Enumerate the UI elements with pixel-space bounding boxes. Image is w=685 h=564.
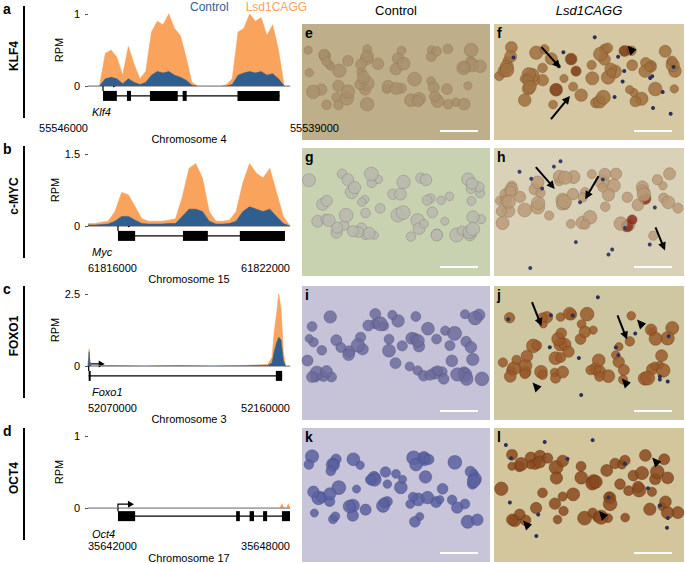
svg-text:Control: Control bbox=[190, 0, 229, 14]
svg-text:Chromosome 4: Chromosome 4 bbox=[151, 133, 226, 145]
svg-text:0: 0 bbox=[74, 360, 80, 372]
svg-text:Myc: Myc bbox=[92, 246, 113, 258]
svg-text:0: 0 bbox=[74, 220, 80, 232]
svg-text:RPM: RPM bbox=[49, 318, 61, 342]
svg-text:52070000: 52070000 bbox=[88, 402, 137, 414]
svg-text:35648000: 35648000 bbox=[241, 540, 290, 552]
svg-text:h: h bbox=[497, 149, 506, 165]
svg-text:1.5: 1.5 bbox=[65, 148, 80, 160]
svg-text:0: 0 bbox=[74, 502, 80, 514]
svg-text:Lsd1CAGG: Lsd1CAGG bbox=[246, 0, 307, 14]
svg-text:c: c bbox=[3, 281, 11, 297]
svg-text:RPM: RPM bbox=[53, 460, 65, 484]
svg-text:61822000: 61822000 bbox=[241, 262, 290, 274]
svg-text:FOXO1: FOXO1 bbox=[7, 315, 21, 356]
svg-text:k: k bbox=[305, 429, 313, 445]
svg-text:1: 1 bbox=[74, 8, 80, 20]
svg-text:Chromosome 17: Chromosome 17 bbox=[148, 552, 229, 564]
svg-text:d: d bbox=[3, 423, 12, 439]
svg-text:RPM: RPM bbox=[49, 178, 61, 202]
svg-text:KLF4: KLF4 bbox=[7, 41, 21, 71]
svg-text:b: b bbox=[3, 141, 12, 157]
svg-text:2.5: 2.5 bbox=[65, 288, 80, 300]
svg-text:a: a bbox=[3, 1, 11, 17]
svg-text:RPM: RPM bbox=[53, 38, 65, 62]
svg-text:Control: Control bbox=[375, 3, 417, 18]
svg-text:Chromosome 15: Chromosome 15 bbox=[148, 273, 229, 285]
svg-text:35642000: 35642000 bbox=[88, 540, 137, 552]
svg-text:55546000: 55546000 bbox=[39, 122, 88, 134]
svg-text:OCT4: OCT4 bbox=[7, 462, 21, 494]
svg-text:0: 0 bbox=[74, 80, 80, 92]
svg-text:e: e bbox=[305, 25, 313, 41]
svg-text:Oct4: Oct4 bbox=[92, 528, 115, 540]
svg-text:f: f bbox=[497, 25, 502, 41]
svg-text:i: i bbox=[305, 287, 309, 303]
svg-text:55539000: 55539000 bbox=[290, 122, 339, 134]
svg-text:j: j bbox=[496, 287, 501, 303]
svg-text:52160000: 52160000 bbox=[241, 402, 290, 414]
svg-text:1: 1 bbox=[74, 430, 80, 442]
svg-text:Lsd1CAGG: Lsd1CAGG bbox=[556, 3, 622, 18]
svg-text:g: g bbox=[305, 149, 314, 165]
svg-text:Chromosome 3: Chromosome 3 bbox=[151, 413, 226, 425]
svg-text:61816000: 61816000 bbox=[88, 262, 137, 274]
svg-text:c-MYC: c-MYC bbox=[7, 177, 21, 215]
svg-text:Foxo1: Foxo1 bbox=[92, 386, 123, 398]
svg-text:Klf4: Klf4 bbox=[92, 106, 111, 118]
svg-text:l: l bbox=[497, 429, 501, 445]
